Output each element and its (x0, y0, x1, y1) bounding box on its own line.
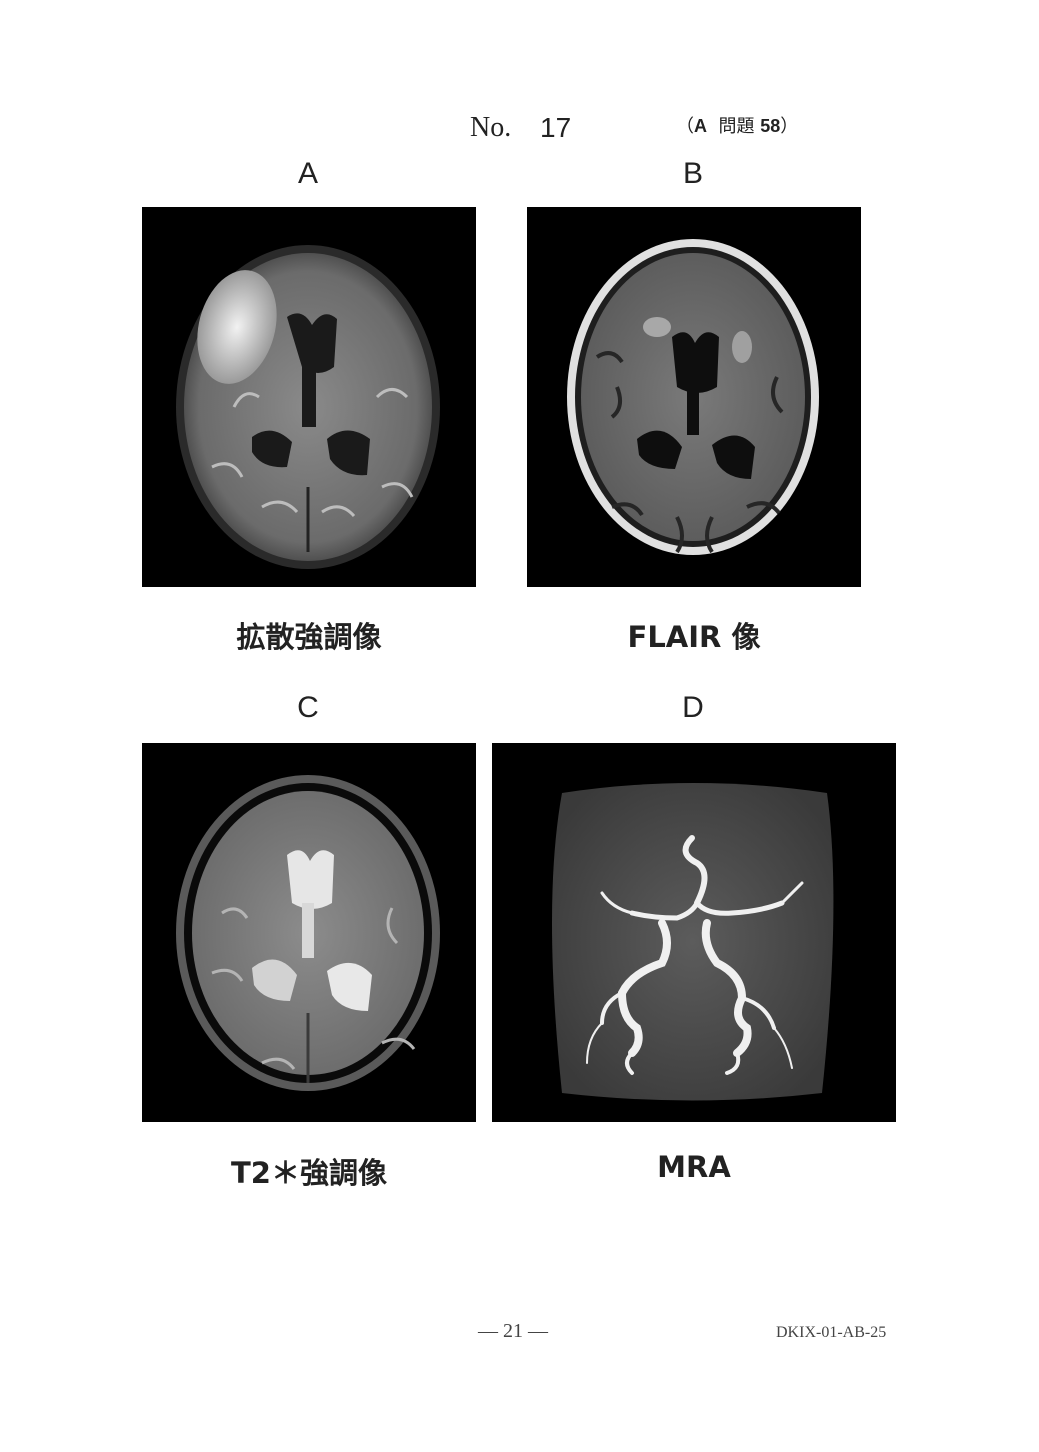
question-ref-exam: A (694, 116, 707, 136)
document-code: DKIX-01-AB-25 (776, 1324, 887, 1341)
brain-axial-t2star-image (176, 775, 440, 1091)
brain-axial-dwi-image (176, 245, 440, 569)
question-ref-open: （ (676, 116, 694, 137)
question-number-label: No. (470, 112, 512, 143)
panel-c-image (142, 743, 476, 1122)
brain-axial-flair-image (567, 239, 819, 555)
question-reference: （A 問題 58） (676, 112, 798, 138)
panel-a-image (142, 207, 476, 587)
panel-c-letter: C (297, 691, 319, 724)
question-ref-number: 58 (760, 116, 781, 136)
panel-b-caption: FLAIR 像 (627, 620, 761, 654)
panel-b-image (527, 207, 861, 587)
panel-a-caption: 拡散強調像 (236, 620, 382, 654)
panel-d-letter: D (682, 691, 704, 724)
panel-b-letter: B (682, 157, 703, 190)
panel-d-caption: MRA (657, 1150, 731, 1184)
question-ref-label: 問題 (718, 116, 755, 137)
panel-d-image (492, 743, 896, 1122)
mra-vessels-image (552, 783, 834, 1101)
question-ref-close: ） (780, 116, 799, 137)
panel-a-letter: A (297, 157, 318, 190)
page-number: — 21 — (478, 1320, 548, 1342)
question-number: 17 (540, 112, 572, 143)
panel-c-caption: T2＊強調像 (231, 1156, 387, 1190)
